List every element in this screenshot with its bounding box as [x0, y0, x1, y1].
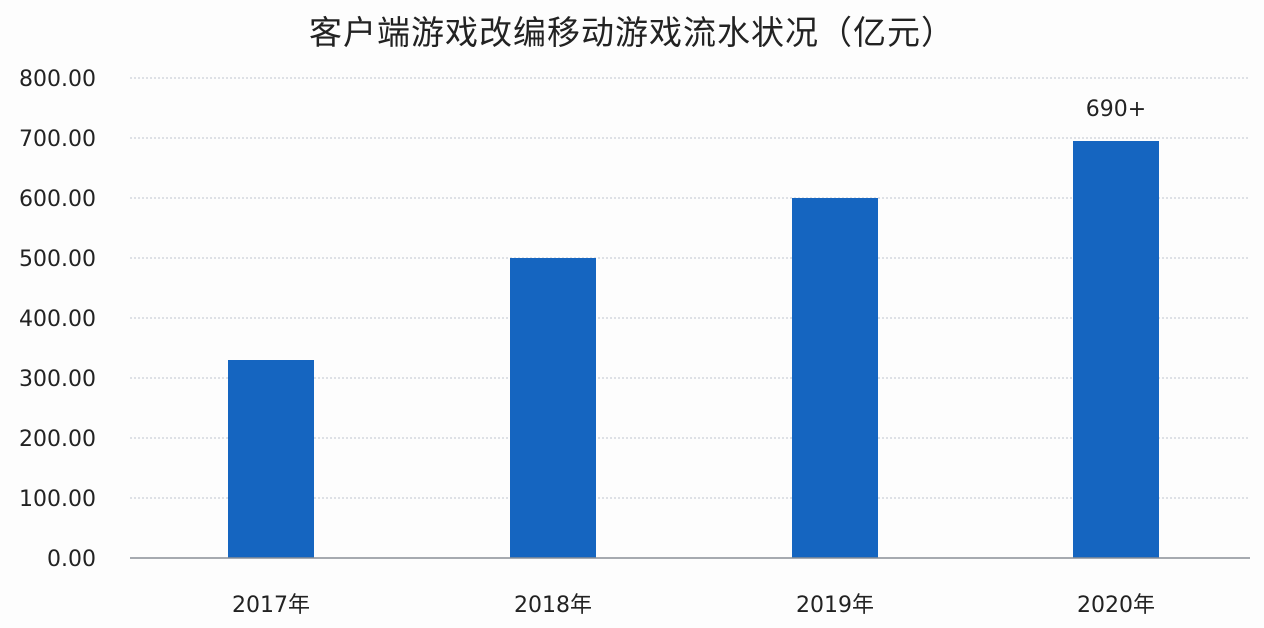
y-tick-label: 500.00	[19, 247, 96, 272]
x-tick-label: 2017年	[232, 593, 310, 618]
y-tick-label: 100.00	[19, 487, 96, 512]
y-tick-label: 400.00	[19, 307, 96, 332]
chart-title: 客户端游戏改编移动游戏流水状况（亿元）	[309, 13, 955, 52]
grid-lines	[130, 77, 1250, 499]
bar	[792, 198, 878, 558]
x-tick-label: 2019年	[796, 593, 874, 618]
y-tick-label: 300.00	[19, 367, 96, 392]
data-labels: 690+	[1086, 97, 1146, 122]
y-tick-label: 200.00	[19, 427, 96, 452]
y-axis-ticks: 0.00 100.00 200.00 300.00 400.00 500.00 600.00…	[19, 67, 96, 572]
bar	[510, 258, 596, 558]
bars	[228, 141, 1159, 558]
y-tick-label: 600.00	[19, 187, 96, 212]
y-tick-label: 800.00	[19, 67, 96, 92]
data-label: 690+	[1086, 97, 1146, 122]
x-tick-label: 2018年	[514, 593, 592, 618]
y-tick-label: 0.00	[47, 547, 96, 572]
x-tick-label: 2020年	[1077, 593, 1155, 618]
bar	[228, 360, 314, 558]
bar	[1073, 141, 1159, 558]
x-axis-ticks: 2017年 2018年 2019年 2020年	[232, 593, 1155, 618]
y-tick-label: 700.00	[19, 127, 96, 152]
